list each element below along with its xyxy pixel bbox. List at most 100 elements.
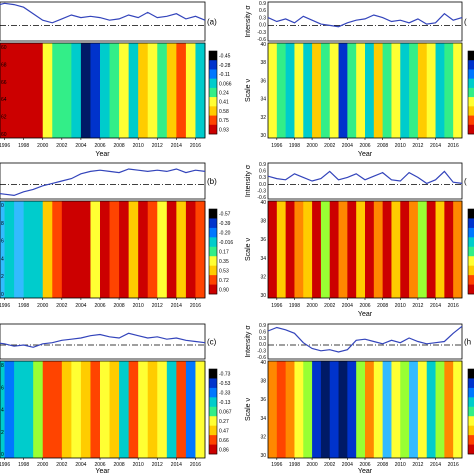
heatmap-band	[294, 43, 304, 138]
colorbar-swatch	[468, 51, 474, 61]
colorbar-swatch	[209, 416, 217, 426]
panel-label: (	[464, 18, 467, 27]
intensity-y-tick-label: 0.3	[259, 15, 266, 21]
year-tick-label: 2016	[190, 143, 201, 149]
heatmap-band	[100, 361, 111, 458]
colorbar-tick-label: 0.35	[219, 259, 229, 265]
heatmap-band	[303, 361, 313, 458]
heatmap-band	[453, 43, 463, 138]
scale-y-tick-label: 38	[260, 60, 266, 66]
year-tick-label: 2016	[448, 143, 459, 149]
x-axis-label: Year	[95, 468, 110, 474]
year-tick-label: 2010	[133, 143, 144, 149]
heatmap-band	[185, 201, 196, 298]
heatmap-band	[435, 43, 445, 138]
heatmap-band	[80, 201, 91, 298]
panel-4: (1996 1998 2000 2002 2004 2006 2008 2010 2012 201…	[245, 1, 474, 158]
year-tick-label: 2012	[412, 462, 423, 468]
colorbar-swatch	[209, 425, 217, 436]
heatmap-band	[138, 201, 149, 298]
heatmap-band	[90, 43, 101, 138]
year-tick-label: 2004	[342, 303, 353, 309]
heatmap-band	[276, 201, 287, 298]
year-tick-label: 2000	[37, 462, 48, 468]
year-tick-label: 2012	[412, 303, 423, 309]
year-tick-label: 2004	[342, 462, 353, 468]
heatmap-band	[303, 43, 313, 138]
colorbar-swatch	[209, 406, 217, 417]
heatmap-y-tick-label: 4	[1, 256, 4, 262]
heatmap-y-tick-label: 6	[1, 385, 4, 391]
intensity-axis-label: Intensity σ	[245, 5, 252, 38]
panel-label: (b)	[207, 177, 217, 186]
scale-y-tick-label: 34	[260, 256, 266, 262]
heatmap-band	[147, 361, 158, 458]
year-tick-label: 1996	[271, 303, 282, 309]
heatmap-band	[138, 361, 149, 458]
colorbar-swatch	[468, 284, 474, 295]
colorbar-swatch	[209, 237, 217, 248]
colorbar-swatch	[209, 246, 217, 257]
heatmap-band	[176, 361, 187, 458]
year-tick-label: 2016	[190, 303, 201, 309]
year-tick-label: 2010	[395, 143, 406, 149]
intensity-y-tick-label: 0.3	[259, 175, 266, 181]
heatmap-band	[444, 201, 454, 298]
heatmap-band	[391, 201, 401, 298]
x-axis-label: Year	[358, 311, 373, 318]
year-tick-label: 2014	[171, 462, 182, 468]
colorbar-swatch	[209, 69, 217, 79]
panel-5: (1996 1998 2000 2002 2004 2006 2008 2010 2012 201…	[245, 162, 474, 318]
colorbar-frame	[467, 208, 474, 295]
heatmap-band	[453, 201, 463, 298]
year-tick-label: 2016	[448, 462, 459, 468]
year-tick-label: 2010	[133, 462, 144, 468]
year-tick-label: 1998	[289, 462, 300, 468]
scale-y-tick-label: 30	[260, 133, 266, 139]
heatmap-y-tick-label: 60	[1, 45, 7, 51]
scale-y-tick-label: 30	[260, 293, 266, 299]
x-axis-label: Year	[95, 151, 110, 158]
intensity-axis-label: Intensity σ	[245, 325, 252, 358]
heatmap-band	[52, 361, 63, 458]
colorbar-swatch	[468, 106, 474, 116]
year-tick-label: 2014	[430, 462, 441, 468]
heatmap-band	[23, 361, 34, 458]
year-tick-label: 2004	[342, 143, 353, 149]
heatmap-band	[356, 43, 366, 138]
year-tick-label: 2002	[324, 303, 335, 309]
heatmap-band	[373, 201, 384, 298]
year-tick-label: 1996	[271, 462, 282, 468]
heatmap-band	[42, 201, 53, 298]
year-tick-label: 2008	[377, 143, 388, 149]
scale-y-tick-label: 40	[260, 42, 266, 48]
colorbar-swatch	[468, 265, 474, 276]
year-tick-label: 2000	[37, 303, 48, 309]
colorbar-tick-label: -0.45	[219, 54, 231, 60]
heatmap-band	[312, 361, 322, 458]
colorbar-swatch	[209, 124, 217, 135]
year-tick-label: 2000	[37, 143, 48, 149]
year-tick-label: 2004	[75, 462, 86, 468]
colorbar-swatch	[209, 97, 217, 107]
panel-6: (h 1996 1998 2000 2002 2004 2006 2008 2010 2012 20…	[245, 323, 474, 474]
heatmap-frame	[0, 42, 206, 139]
heatmap-band	[80, 43, 91, 138]
year-tick-label: 2002	[56, 303, 67, 309]
colorbar-tick-label: 0.53	[219, 268, 229, 274]
colorbar-tick-label: -0.57	[219, 212, 231, 218]
heatmap-band	[347, 361, 357, 458]
heatmap-band	[268, 361, 278, 458]
heatmap-band	[417, 361, 428, 458]
heatmap-band	[435, 201, 445, 298]
heatmap-band	[195, 201, 206, 298]
heatmap-band	[61, 201, 82, 298]
heatmap-band	[0, 201, 6, 298]
heatmap-band	[128, 43, 139, 138]
heatmap-band	[42, 361, 53, 458]
heatmap-band	[426, 361, 437, 458]
heatmap-y-tick-label: 0	[1, 292, 4, 298]
year-tick-label: 2014	[171, 303, 182, 309]
colorbar-swatch	[209, 378, 217, 389]
year-tick-label: 1998	[18, 143, 29, 149]
